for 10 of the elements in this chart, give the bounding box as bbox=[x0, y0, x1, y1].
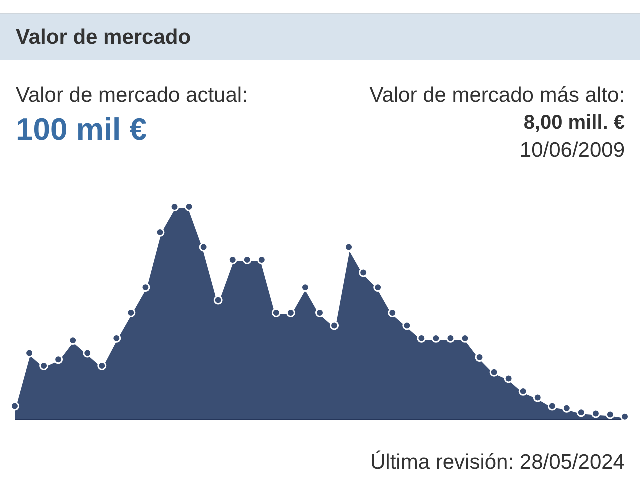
text: 100 mil € bbox=[16, 112, 147, 147]
text: 10/06/2009 bbox=[520, 139, 625, 162]
text: Valor de mercado actual: bbox=[16, 84, 248, 107]
text: 8,00 mill. € bbox=[524, 112, 625, 134]
text: Última revisión: 28/05/2024 bbox=[370, 450, 626, 474]
point bbox=[330, 321, 340, 330]
chart-title: Valor de mercado bbox=[16, 26, 192, 49]
point bbox=[272, 308, 281, 318]
text: Valor de mercado más alto: bbox=[370, 84, 625, 107]
point bbox=[214, 296, 223, 305]
